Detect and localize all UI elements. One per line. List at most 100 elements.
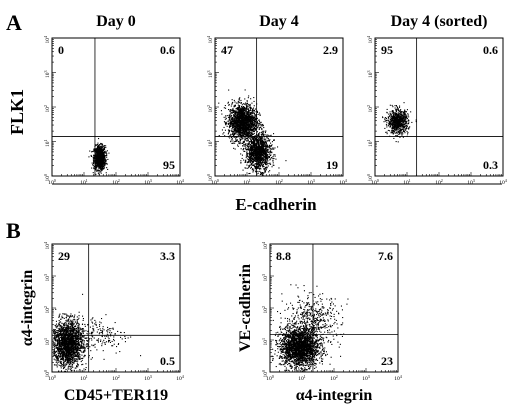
scatter-point bbox=[98, 161, 100, 163]
scatter-point bbox=[237, 130, 239, 132]
scatter-point bbox=[392, 130, 394, 132]
scatter-point bbox=[260, 150, 262, 152]
scatter-point bbox=[399, 119, 401, 121]
scatter-point bbox=[98, 168, 100, 170]
scatter-point bbox=[401, 135, 403, 137]
scatter-point bbox=[99, 160, 101, 162]
scatter-point bbox=[398, 118, 400, 120]
scatter-point bbox=[255, 167, 257, 169]
scatter-point bbox=[253, 146, 255, 148]
scatter-point bbox=[266, 161, 268, 163]
scatter-point bbox=[230, 112, 232, 114]
scatter-point bbox=[229, 124, 231, 126]
scatter-point bbox=[241, 142, 243, 144]
scatter-point bbox=[252, 168, 254, 170]
scatter-point bbox=[249, 120, 251, 122]
scatter-point bbox=[257, 155, 259, 157]
scatter-point bbox=[243, 112, 245, 114]
scatter-point bbox=[249, 152, 251, 154]
scatter-point bbox=[228, 109, 230, 111]
scatter-point bbox=[403, 130, 405, 132]
quadrant-lower-right-value: 19 bbox=[326, 158, 338, 172]
scatter-point bbox=[270, 142, 272, 144]
scatter-point bbox=[234, 130, 236, 132]
scatter-point bbox=[252, 123, 254, 125]
scatter-point bbox=[255, 158, 257, 160]
scatter-point bbox=[400, 131, 402, 133]
scatter-point bbox=[391, 124, 393, 126]
scatter-point bbox=[100, 155, 102, 157]
scatter-point bbox=[265, 152, 267, 154]
scatter-point bbox=[252, 122, 254, 124]
scatter-point bbox=[235, 112, 237, 114]
scatter-point bbox=[101, 152, 103, 154]
scatter-point bbox=[241, 106, 243, 108]
scatter-point bbox=[103, 156, 105, 158]
scatter-point bbox=[251, 145, 253, 147]
scatter-point bbox=[242, 128, 244, 130]
scatter-point bbox=[91, 162, 93, 164]
scatter-point bbox=[257, 166, 259, 168]
scatter-point bbox=[247, 117, 249, 119]
scatter-point bbox=[106, 150, 108, 152]
scatter-point bbox=[267, 139, 269, 141]
scatter-point bbox=[257, 166, 259, 168]
scatter-point bbox=[259, 113, 261, 115]
scatter-point bbox=[105, 162, 107, 164]
scatter-point bbox=[254, 159, 256, 161]
scatter-point bbox=[273, 158, 275, 160]
scatter-point bbox=[271, 157, 273, 159]
scatter-point bbox=[101, 170, 103, 172]
scatter-point bbox=[238, 120, 240, 122]
scatter-point bbox=[270, 148, 272, 150]
scatter-point bbox=[97, 147, 99, 149]
scatter-point bbox=[254, 158, 256, 160]
scatter-point bbox=[267, 157, 269, 159]
scatter-point bbox=[245, 120, 247, 122]
scatter-point bbox=[255, 122, 257, 124]
scatter-point bbox=[259, 147, 261, 149]
scatter-point bbox=[104, 157, 106, 159]
scatter-point bbox=[385, 117, 387, 119]
scatter-point bbox=[237, 100, 239, 102]
scatter-point bbox=[252, 110, 254, 112]
scatter-point bbox=[261, 136, 263, 138]
scatter-point bbox=[95, 161, 97, 163]
scatter-point bbox=[390, 132, 392, 134]
scatter-point bbox=[235, 132, 237, 134]
scatter-point bbox=[264, 148, 266, 150]
scatter-point bbox=[250, 115, 252, 117]
scatter-point bbox=[393, 127, 395, 129]
scatter-point bbox=[247, 131, 249, 133]
scatter-point bbox=[255, 159, 257, 161]
scatter-point bbox=[264, 145, 266, 147]
scatter-point bbox=[251, 153, 253, 155]
scatter-point bbox=[103, 146, 105, 148]
scatter-point bbox=[234, 117, 236, 119]
scatter-point bbox=[95, 160, 97, 162]
scatter-point bbox=[394, 126, 396, 128]
scatter-point bbox=[391, 131, 393, 133]
scatter-point bbox=[285, 160, 287, 162]
scatter-point bbox=[231, 131, 233, 133]
scatter-point bbox=[231, 123, 233, 125]
scatter-point bbox=[411, 121, 413, 123]
scatter-point bbox=[247, 156, 249, 158]
scatter-point bbox=[253, 146, 255, 148]
scatter-point bbox=[234, 132, 236, 134]
scatter-point bbox=[101, 149, 103, 151]
scatter-point bbox=[242, 113, 244, 115]
scatter-point bbox=[234, 125, 236, 127]
scatter-point bbox=[101, 162, 103, 164]
scatter-point bbox=[222, 133, 224, 135]
scatter-point bbox=[242, 126, 244, 128]
scatter-point bbox=[236, 131, 238, 133]
scatter-point bbox=[264, 161, 266, 163]
scatter-point bbox=[248, 157, 250, 159]
scatter-point bbox=[240, 117, 242, 119]
scatter-point bbox=[251, 142, 253, 144]
scatter-point bbox=[255, 156, 257, 158]
scatter-point bbox=[254, 156, 256, 158]
scatter-point bbox=[251, 134, 253, 136]
